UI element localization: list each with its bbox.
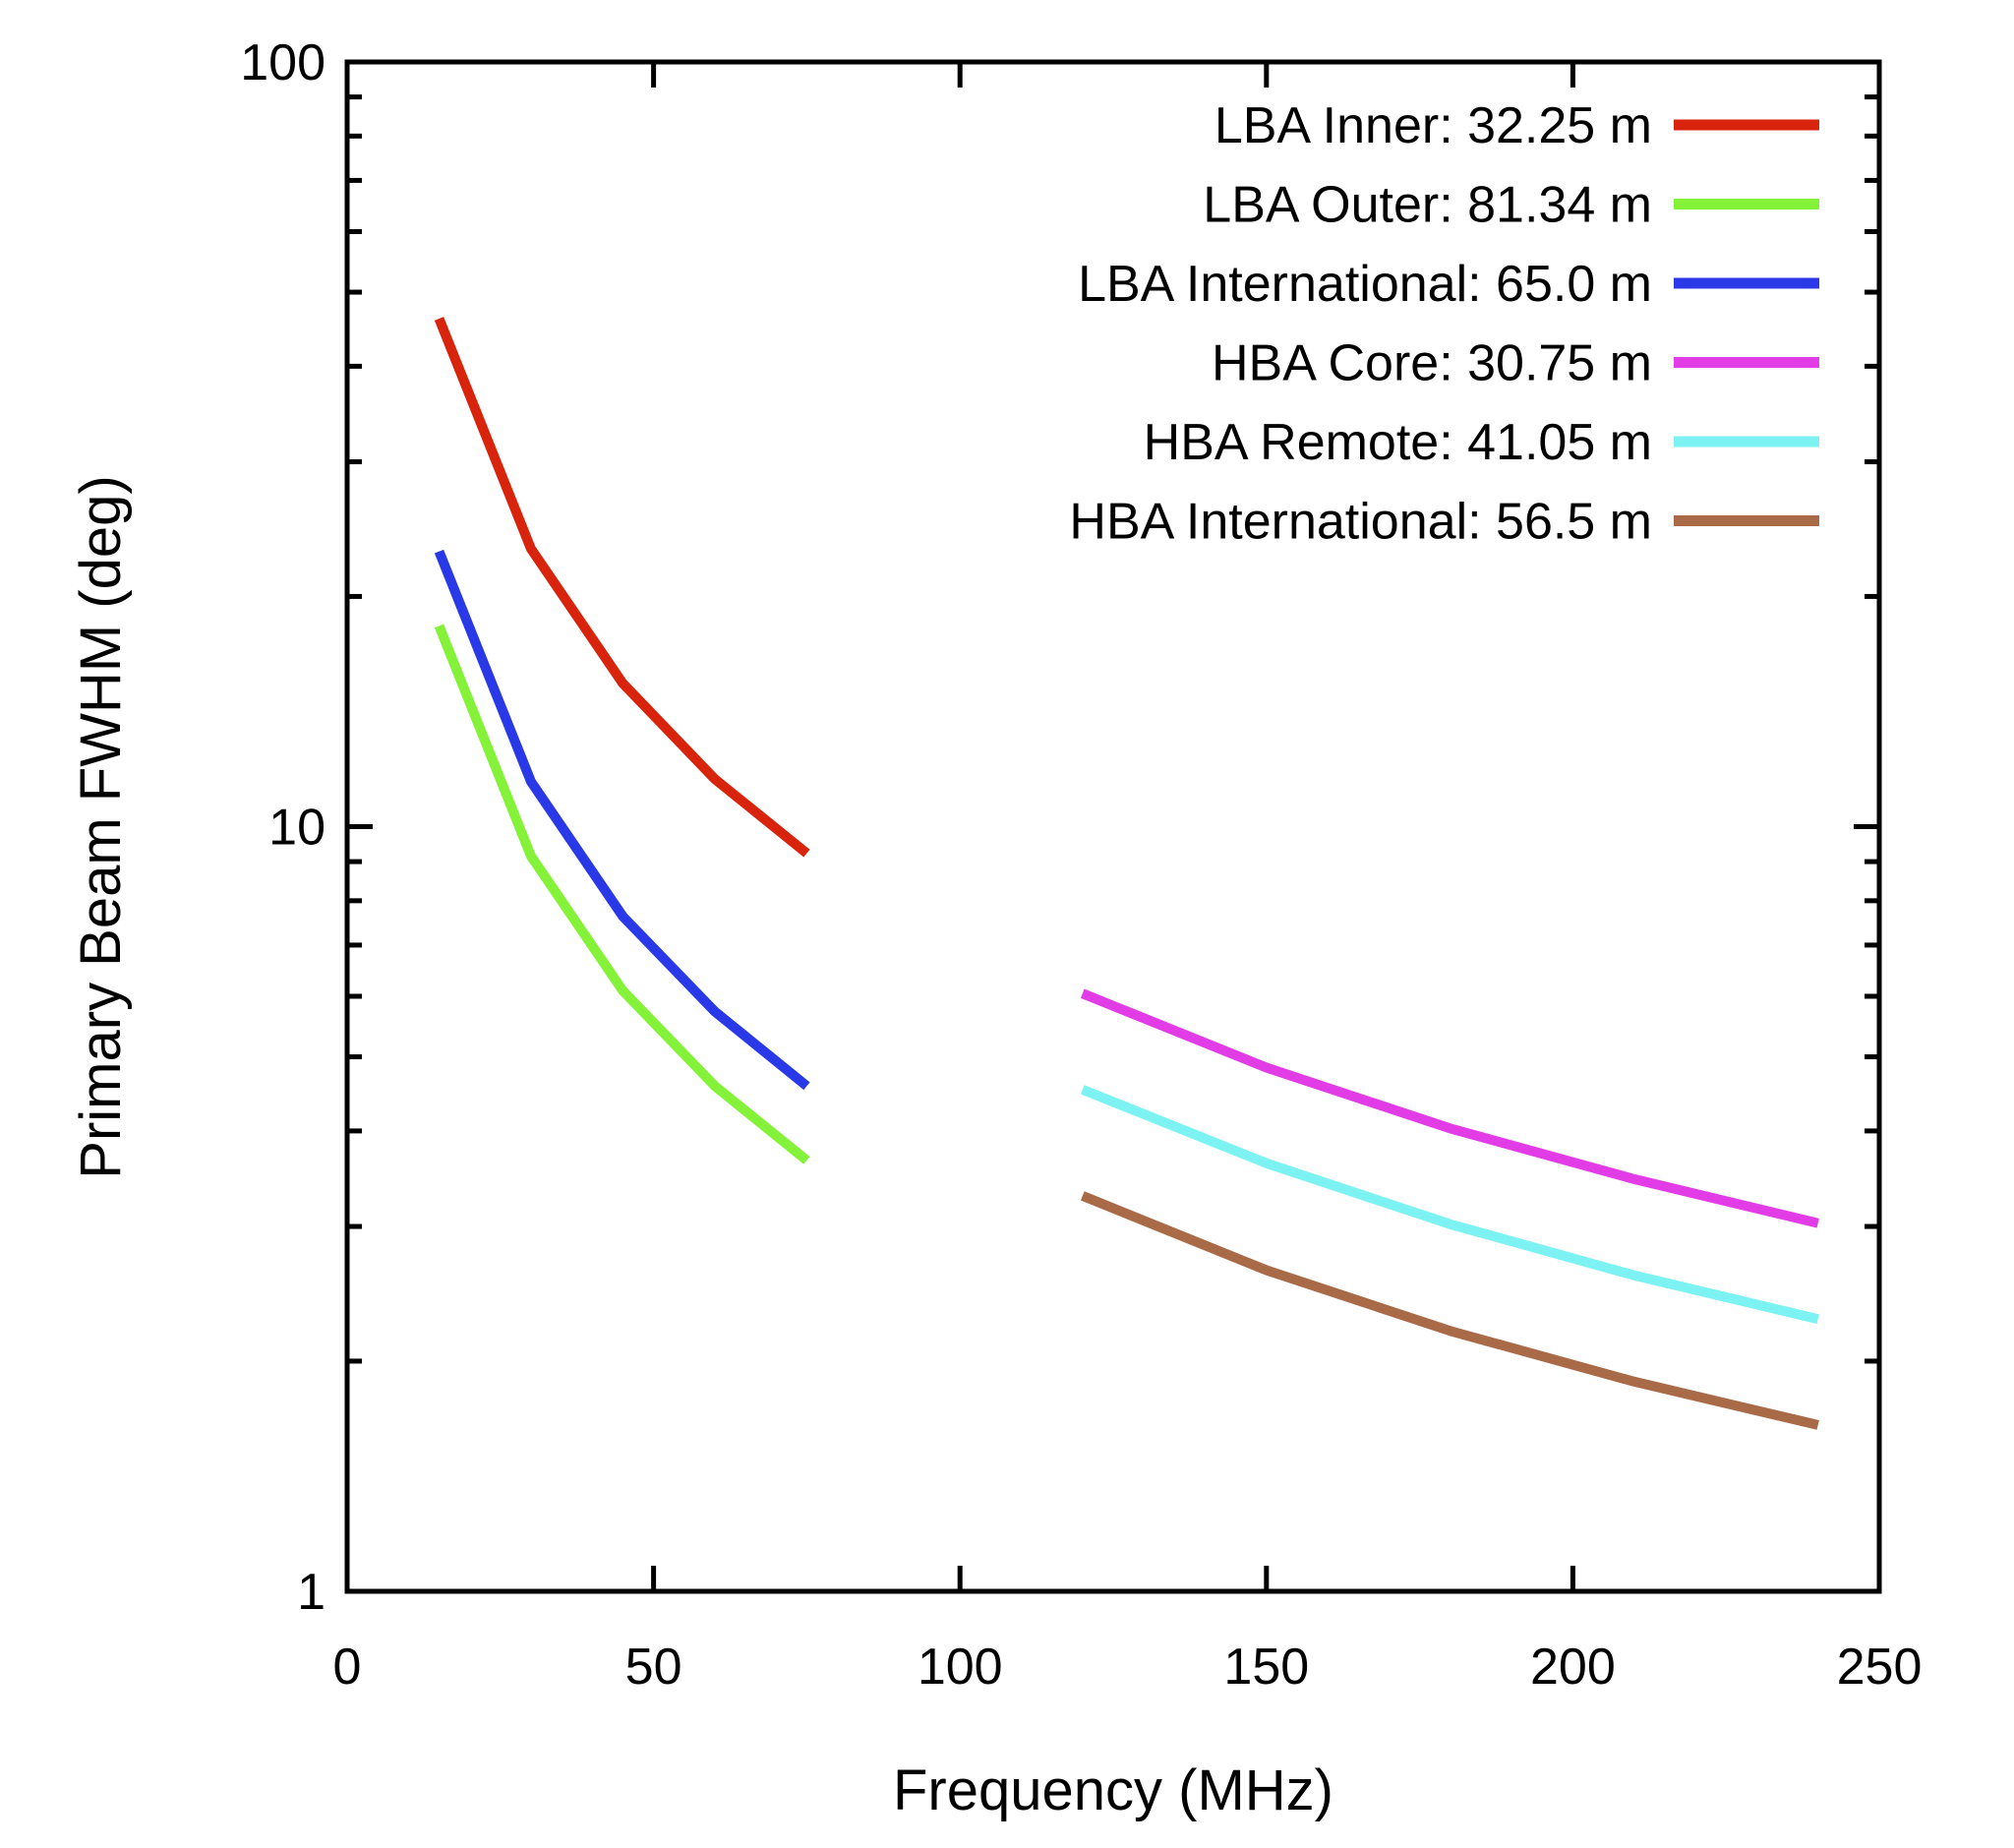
x-tick-label: 250 bbox=[1837, 1639, 1923, 1696]
y-axis-title: Primary Beam FWHM (deg) bbox=[69, 475, 133, 1178]
series-line-hba-core bbox=[1080, 988, 1819, 1228]
x-tick-label: 200 bbox=[1530, 1639, 1616, 1696]
legend-label-hba-core: HBA Core: 30.75 m bbox=[1212, 335, 1652, 392]
legend-label-lba-inner: LBA Inner: 32.25 m bbox=[1214, 97, 1652, 154]
x-tick-label: 150 bbox=[1223, 1639, 1309, 1696]
series-line-lba-outer bbox=[434, 624, 810, 1164]
y-tick-label: 1 bbox=[297, 1564, 326, 1621]
x-axis-tick-labels: 0 50 100 150 200 250 bbox=[333, 1639, 1923, 1696]
x-tick-label: 0 bbox=[333, 1639, 362, 1696]
series-line-hba-international bbox=[1080, 1191, 1819, 1430]
y-tick-label: 10 bbox=[268, 800, 326, 857]
x-tick-label: 50 bbox=[625, 1639, 682, 1696]
series-lines bbox=[434, 317, 1819, 1430]
legend-label-hba-remote: HBA Remote: 41.05 m bbox=[1144, 414, 1652, 471]
y-axis-tick-labels: 100 10 1 bbox=[240, 34, 326, 1621]
series-line-lba-inner bbox=[434, 317, 810, 858]
x-tick-label: 100 bbox=[918, 1639, 1003, 1696]
legend-label-lba-outer: LBA Outer: 81.34 m bbox=[1203, 177, 1652, 234]
series-line-lba-international bbox=[434, 549, 810, 1091]
y-axis-ticks bbox=[347, 59, 1879, 1594]
x-axis-title: Frequency (MHz) bbox=[893, 1759, 1333, 1822]
legend-label-lba-international: LBA International: 65.0 m bbox=[1078, 256, 1652, 313]
series-line-hba-remote bbox=[1080, 1085, 1819, 1325]
legend: LBA Inner: 32.25 m LBA Outer: 81.34 m LBA … bbox=[1069, 97, 1819, 551]
legend-label-hba-international: HBA International: 56.5 m bbox=[1069, 494, 1652, 551]
y-tick-label: 100 bbox=[240, 34, 326, 91]
x-axis-ticks bbox=[344, 62, 1882, 1591]
